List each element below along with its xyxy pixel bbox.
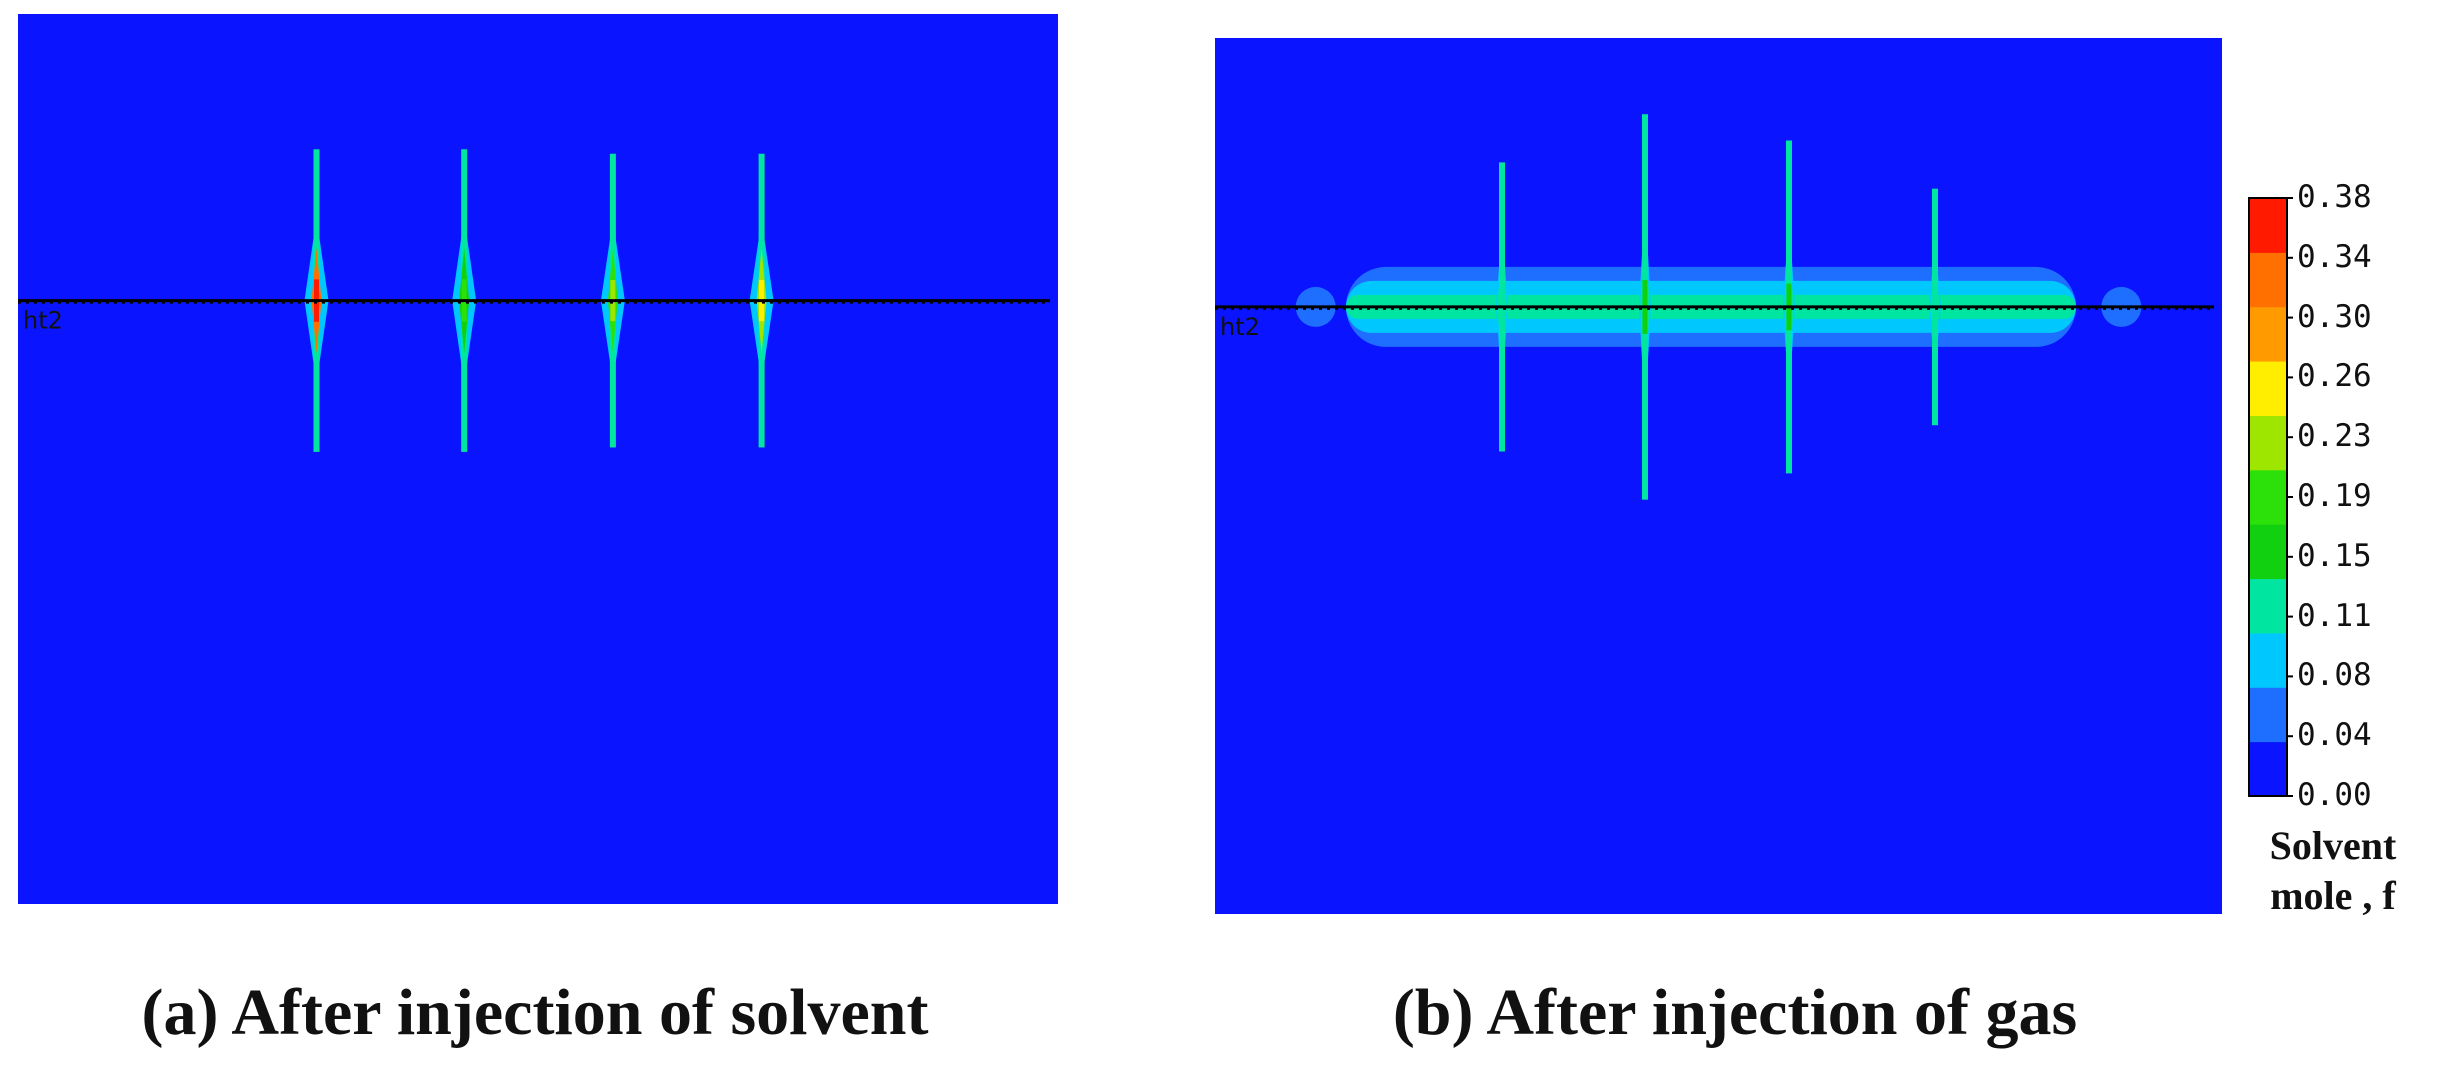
colorbar-tick-label: 0.15 xyxy=(2297,537,2372,574)
colorbar-segment xyxy=(2249,578,2287,634)
colorbar-title-line2: mole , f xyxy=(2270,873,2396,918)
colorbar-segment xyxy=(2249,306,2287,362)
colorbar-tick-label: 0.34 xyxy=(2297,238,2372,275)
panel-background xyxy=(1215,38,2222,914)
colorbar-tick-label: 0.11 xyxy=(2297,597,2372,634)
colorbar-segment xyxy=(2249,632,2287,688)
colorbar-segment xyxy=(2249,415,2287,471)
colorbar-segment xyxy=(2249,524,2287,580)
caption-b: (b) After injection of gas xyxy=(1392,976,2078,1049)
panel-b-heatmap: ht2 xyxy=(1215,38,2222,914)
well-label: ht2 xyxy=(1220,313,1260,341)
colorbar-tick-label: 0.08 xyxy=(2297,657,2372,694)
colorbar-segment xyxy=(2249,198,2287,253)
colorbar-segment xyxy=(2249,469,2287,525)
colorbar-tick-label: 0.38 xyxy=(2297,179,2372,215)
colorbar-tick-label: 0.23 xyxy=(2297,418,2372,455)
colorbar-segment xyxy=(2249,687,2287,743)
caption-a: (a) After injection of solvent xyxy=(141,976,929,1049)
well-label: ht2 xyxy=(23,307,63,335)
colorbar-tick-label: 0.04 xyxy=(2297,717,2372,754)
colorbar-segment xyxy=(2249,252,2287,308)
colorbar-segment xyxy=(2249,741,2287,797)
panel-a-heatmap: ht2 xyxy=(18,14,1058,904)
colorbar-tick-label: 0.19 xyxy=(2297,478,2372,514)
panel-background xyxy=(18,14,1058,904)
colorbar-tick-label: 0.26 xyxy=(2297,358,2372,395)
colorbar-tick-label: 0.30 xyxy=(2297,298,2372,335)
colorbar-title-line1: Solvent xyxy=(2269,823,2397,868)
colorbar xyxy=(2248,197,2293,797)
colorbar-segment xyxy=(2249,361,2287,416)
colorbar-tick-label: 0.00 xyxy=(2297,777,2372,813)
